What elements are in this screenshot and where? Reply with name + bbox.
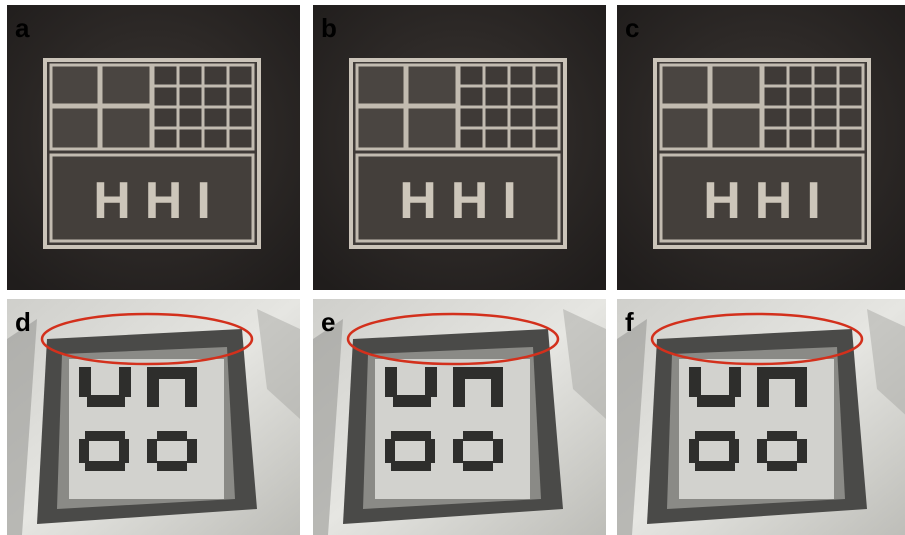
panel-label: f <box>625 307 634 337</box>
panel-label: a <box>15 13 30 43</box>
photo-board <box>313 5 606 290</box>
photo-board <box>7 5 300 290</box>
board-sign: HHI <box>93 172 225 230</box>
photo-marker <box>7 299 300 535</box>
panel: HHI a <box>7 5 300 290</box>
photo-marker <box>617 299 905 535</box>
page: HHIaHHIbHHIcdef (() => { const data = JS… <box>0 0 905 535</box>
board-sign: HHI <box>399 172 531 230</box>
panel: f <box>617 299 905 535</box>
panel: HHI b <box>313 5 606 290</box>
panel: e <box>313 299 606 535</box>
panel: HHI c <box>617 5 905 290</box>
board-sign: HHI <box>703 172 835 230</box>
panel-label: b <box>321 13 337 43</box>
panel: d <box>7 299 300 535</box>
photo-marker <box>313 299 606 535</box>
panel-label: c <box>625 13 639 43</box>
panel-label: e <box>321 307 335 337</box>
panel-label: d <box>15 307 31 337</box>
photo-board <box>617 5 905 290</box>
figure: HHI a HHI b HHI c d e f <box>0 0 905 535</box>
